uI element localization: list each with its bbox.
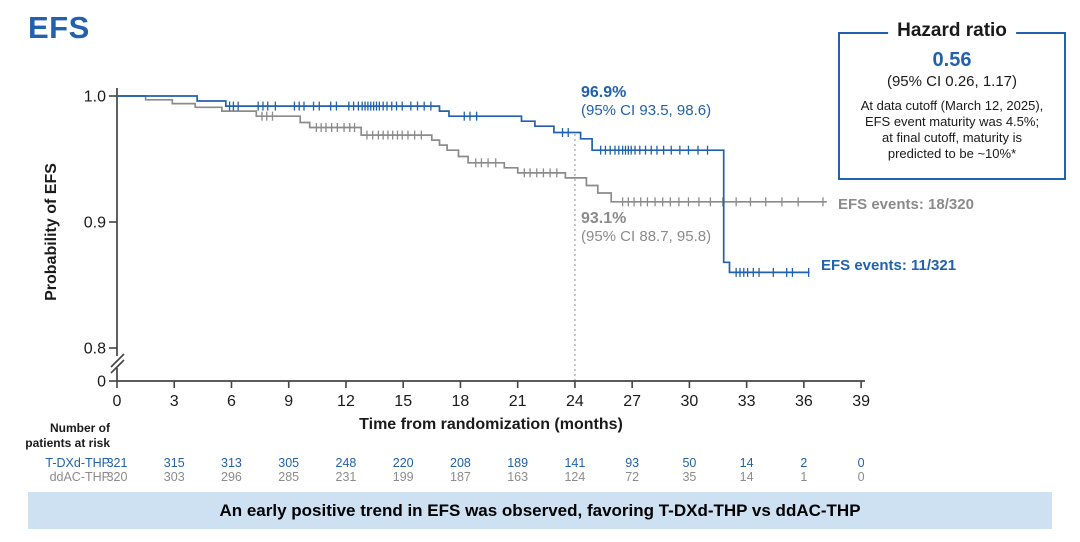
svg-text:24: 24 xyxy=(566,393,584,410)
label-ddac-events: EFS events: 18/320 xyxy=(838,196,974,213)
svg-text:9: 9 xyxy=(284,393,293,410)
hazard-ratio-value: 0.56 xyxy=(932,49,972,71)
risk-value: 50 xyxy=(682,456,697,470)
risk-value: 163 xyxy=(507,470,529,484)
risk-value: 0 xyxy=(857,456,865,470)
risk-value: 296 xyxy=(221,470,242,484)
risk-header-line1: Number of xyxy=(50,421,110,435)
risk-value: 208 xyxy=(450,456,471,470)
risk-value: 0 xyxy=(857,470,865,484)
svg-text:0.8: 0.8 xyxy=(84,341,106,358)
risk-value: 14 xyxy=(739,456,754,470)
x-axis-title: Time from randomization (months) xyxy=(359,416,623,433)
svg-text:15: 15 xyxy=(394,393,412,410)
risk-value: 14 xyxy=(739,470,754,484)
risk-value: 315 xyxy=(163,456,185,470)
risk-value: 124 xyxy=(564,470,586,484)
svg-text:12: 12 xyxy=(337,393,355,410)
svg-text:18: 18 xyxy=(452,393,470,410)
svg-text:1.0: 1.0 xyxy=(84,89,106,106)
hazard-ratio-title: Hazard ratio xyxy=(888,20,1016,42)
risk-value: 1 xyxy=(800,470,808,484)
risk-value: 305 xyxy=(278,456,300,470)
svg-text:3: 3 xyxy=(170,393,179,410)
annotation-tdxd-ci: (95% CI 93.5, 98.6) xyxy=(581,102,712,119)
takeaway-banner: An early positive trend in EFS was obser… xyxy=(28,492,1052,529)
page-title: EFS xyxy=(28,10,90,45)
risk-value: 93 xyxy=(625,456,640,470)
svg-text:30: 30 xyxy=(681,393,699,410)
note-line: At data cutoff (March 12, 2025), xyxy=(860,98,1044,113)
label-tdxd-events: EFS events: 11/321 xyxy=(821,257,957,274)
annotation-tdxd-percent: 96.9% xyxy=(581,84,627,101)
risk-value: 321 xyxy=(106,456,128,470)
hazard-ratio-note: At data cutoff (March 12, 2025), EFS eve… xyxy=(840,98,1064,162)
risk-value: 199 xyxy=(392,470,414,484)
risk-value: 189 xyxy=(507,456,529,470)
y-axis-title: Probability of EFS xyxy=(43,163,60,301)
risk-value: 231 xyxy=(335,470,357,484)
svg-text:0: 0 xyxy=(113,393,122,410)
svg-text:0.9: 0.9 xyxy=(84,215,106,232)
note-line: predicted to be ~10%* xyxy=(887,146,1017,161)
risk-value: 187 xyxy=(450,470,471,484)
annotation-ddac-ci: (95% CI 88.7, 95.8) xyxy=(581,228,712,245)
note-line: at final cutoff, maturity is xyxy=(882,130,1022,145)
risk-value: 141 xyxy=(564,456,586,470)
note-line: EFS event maturity was 4.5%; xyxy=(864,114,1040,129)
risk-row-label-ddac: ddAC-THP xyxy=(49,470,110,484)
risk-value: 303 xyxy=(163,470,185,484)
hazard-ratio-ci: (95% CI 0.26, 1.17) xyxy=(886,73,1018,90)
risk-value: 320 xyxy=(106,470,128,484)
risk-value: 248 xyxy=(335,456,357,470)
svg-text:6: 6 xyxy=(227,393,236,410)
svg-text:27: 27 xyxy=(623,393,641,410)
risk-value: 285 xyxy=(278,470,300,484)
hazard-ratio-box: Hazard ratio 0.56 (95% CI 0.26, 1.17) At… xyxy=(838,20,1066,180)
risk-value: 220 xyxy=(392,456,414,470)
svg-text:39: 39 xyxy=(852,393,870,410)
risk-table-header: Number of patients at risk xyxy=(0,421,110,451)
risk-value: 72 xyxy=(625,470,640,484)
svg-text:0: 0 xyxy=(97,374,106,391)
risk-value: 313 xyxy=(221,456,242,470)
svg-text:36: 36 xyxy=(795,393,813,410)
svg-text:21: 21 xyxy=(509,393,527,410)
annotation-ddac-percent: 93.1% xyxy=(581,210,627,227)
risk-value: 35 xyxy=(682,470,697,484)
risk-header-line2: patients at risk xyxy=(25,436,110,450)
svg-text:33: 33 xyxy=(738,393,756,410)
risk-row-label-tdxd: T-DXd-THP xyxy=(45,456,110,470)
risk-value: 2 xyxy=(800,456,808,470)
